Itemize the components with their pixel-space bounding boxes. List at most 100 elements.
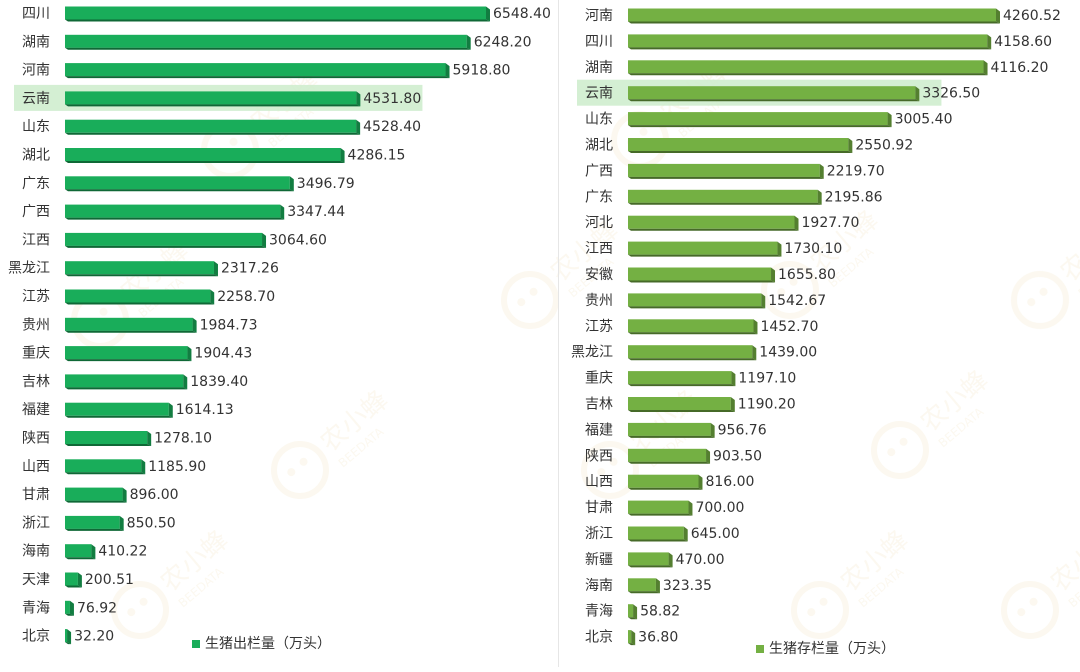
bar-shadow [65,161,345,163]
category-label: 广西 [585,163,613,179]
value-label: 816.00 [705,474,754,490]
bar-shadow [628,280,776,283]
bar-shadow [628,125,892,128]
value-label: 1839.40 [190,374,248,390]
category-label: 青海 [22,600,50,616]
bar [65,487,123,501]
bar [628,422,711,436]
bar-shadow [65,104,361,107]
value-label: 2317.26 [221,261,279,277]
value-label: 5918.80 [453,63,511,79]
bar-cap [192,317,197,333]
value-label: 956.76 [718,422,767,438]
category-label: 吉林 [585,397,613,413]
bar-shadow [628,358,757,361]
category-label: 贵州 [22,317,50,333]
bar-shadow [628,99,920,102]
bar-cap [915,86,920,102]
bar [65,431,148,444]
value-label: 1190.20 [738,397,796,413]
bar-cap [486,6,490,22]
bar-shadow [628,47,992,50]
category-label: 甘肃 [585,500,613,516]
bar-shadow [628,306,766,309]
bar [65,119,357,133]
bar-cap [356,119,361,135]
category-label: 黑龙江 [8,261,50,277]
value-label: 4531.80 [363,91,421,107]
bar [628,215,795,229]
category-label: 江苏 [22,289,50,305]
category-label: 北京 [585,630,613,646]
bar-shadow [65,500,127,503]
bar-shadow [65,528,124,531]
legend-swatch [756,645,764,653]
value-label: 2195.86 [825,189,883,205]
category-label: 四川 [585,34,613,50]
category-label: 河南 [585,8,613,24]
bar-shadow [65,245,267,248]
value-label: 645.00 [691,526,740,542]
bar-cap [147,431,152,446]
bar-shadow [628,332,758,335]
value-label: 6248.20 [474,34,532,50]
bar-cap [887,112,892,128]
value-label: 1984.73 [200,317,258,333]
bar [628,500,689,514]
bar-shadow [628,410,735,412]
bar [628,397,731,410]
bar [65,34,467,48]
value-label: 2550.92 [855,138,913,154]
category-label: 湖北 [22,148,50,164]
bar-cap [631,630,636,646]
bar-cap [141,459,146,475]
category-label: 福建 [585,422,613,438]
value-label: 4260.52 [1003,8,1061,24]
bar [628,163,820,177]
bar-cap [706,448,711,464]
bar-shadow [628,176,824,179]
category-label: 山西 [585,474,613,490]
value-label: 1730.10 [784,241,842,257]
bar [65,374,184,388]
category-label: 重庆 [22,346,50,362]
bar-shadow [628,254,782,257]
category-label: 黑龙江 [571,345,613,361]
value-label: 58.82 [640,604,680,620]
bar [628,138,849,151]
bar-shadow [65,76,450,79]
bar-cap [262,232,267,248]
value-label: 36.80 [638,630,678,646]
bar-cap [731,371,736,387]
bar [65,317,193,331]
bar-shadow [628,21,1000,24]
bar-cap [213,261,218,277]
bar-cap [633,604,638,620]
category-label: 湖北 [585,138,613,154]
value-label: 4116.20 [991,60,1049,76]
bar-cap [69,600,74,616]
bar [628,474,699,488]
category-label: 安徽 [585,267,613,283]
value-label: 2258.70 [217,289,275,305]
category-label: 北京 [22,629,50,645]
category-label: 天津 [22,572,50,588]
bar [65,544,92,558]
bar [628,189,818,203]
bar [65,346,188,360]
bar-cap [655,578,660,594]
bar-shadow [628,617,638,620]
value-label: 1542.67 [768,293,826,309]
category-label: 四川 [22,6,50,22]
legend: 生猪存栏量（万头） [756,641,895,657]
bar-cap [753,319,758,335]
bar-cap [119,515,124,531]
bar-shadow [65,19,490,22]
value-label: 3347.44 [287,204,345,220]
bar-cap [77,572,82,588]
bar-shadow [628,487,703,490]
value-label: 903.50 [713,448,762,464]
